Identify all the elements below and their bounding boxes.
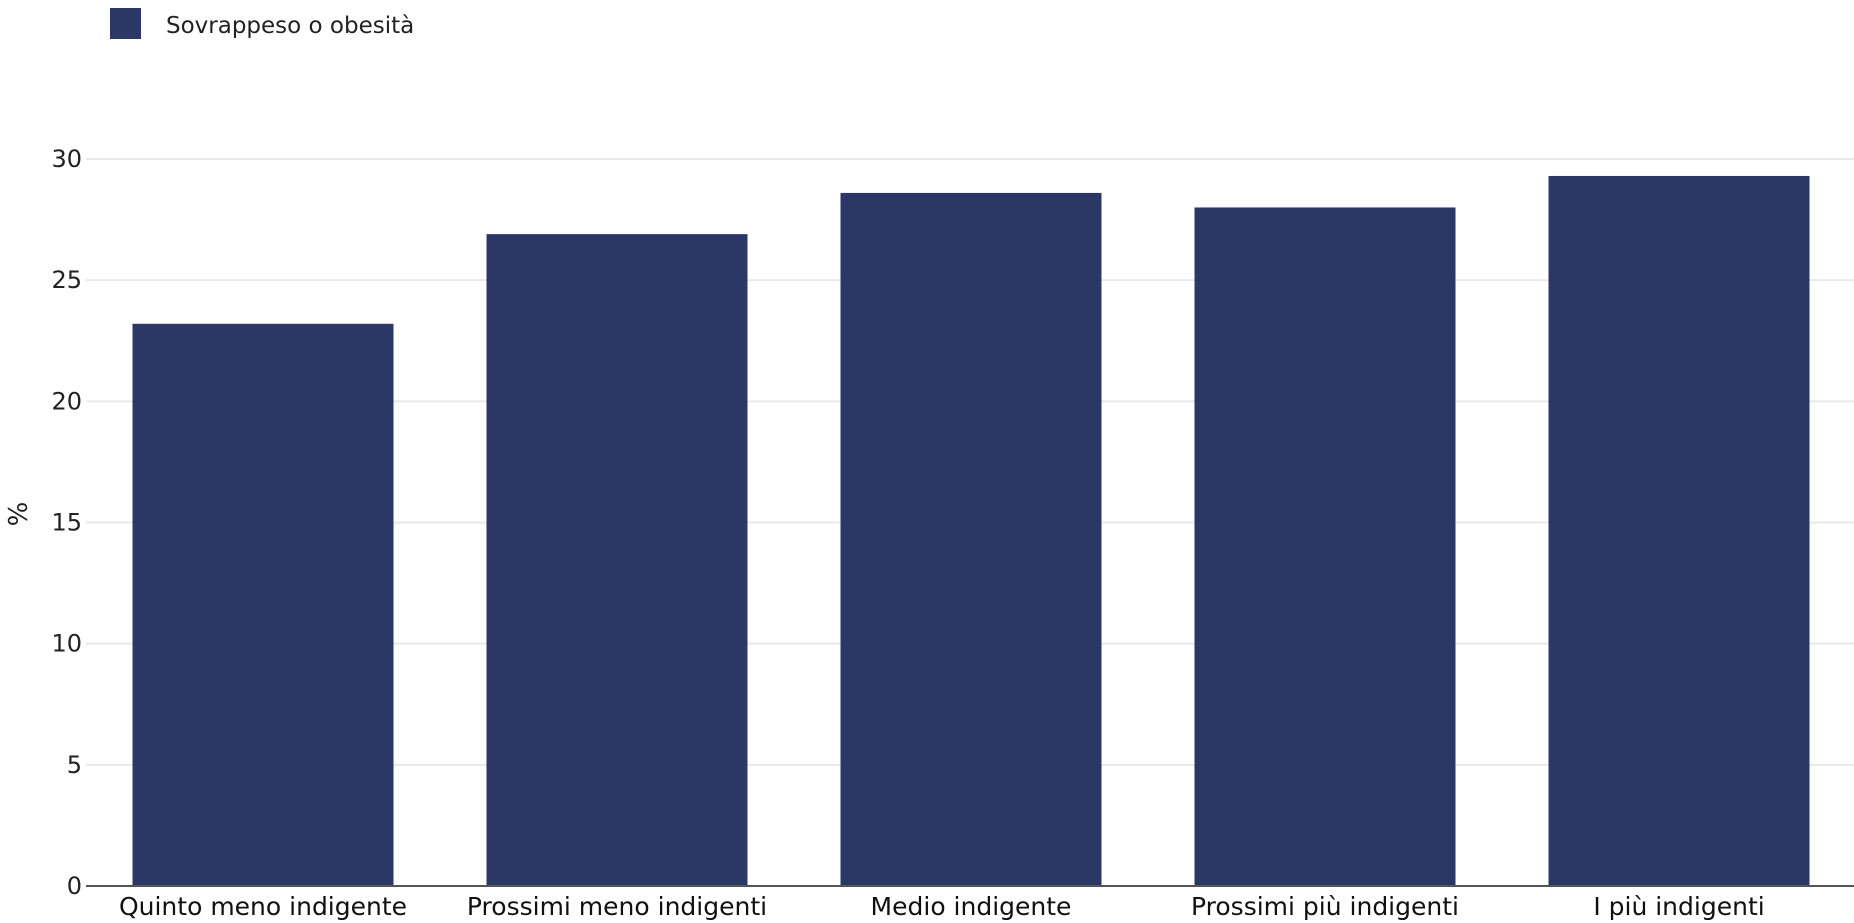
bar <box>132 323 394 887</box>
y-tick-label: 20 <box>51 387 82 415</box>
x-tick-label: Prossimi più indigenti <box>1191 892 1459 921</box>
bar <box>1194 207 1456 886</box>
legend-swatch <box>110 8 141 39</box>
bar <box>486 234 748 886</box>
x-tick-label: Prossimi meno indigenti <box>467 892 767 921</box>
y-tick-label: 5 <box>67 751 82 779</box>
x-tick-labels: Quinto meno indigente Prossimi meno indig… <box>119 892 1765 921</box>
bars <box>132 175 1810 887</box>
legend-label: Sovrappeso o obesità <box>166 13 414 39</box>
y-tick-label: 10 <box>51 630 82 658</box>
y-tick-label: 0 <box>67 872 82 900</box>
y-tick-label: 25 <box>51 266 82 294</box>
y-tick-labels: 0 5 10 15 20 25 30 <box>51 145 82 900</box>
y-tick-label: 30 <box>51 145 82 173</box>
x-tick-label: Quinto meno indigente <box>119 892 407 921</box>
legend: Sovrappeso o obesità <box>110 8 414 39</box>
x-tick-label: I più indigenti <box>1593 892 1764 921</box>
y-tick-label: 15 <box>51 509 82 537</box>
x-tick-label: Medio indigente <box>871 892 1072 921</box>
y-axis-title: % <box>4 502 34 527</box>
bar <box>1548 175 1810 887</box>
bar <box>840 192 1102 887</box>
